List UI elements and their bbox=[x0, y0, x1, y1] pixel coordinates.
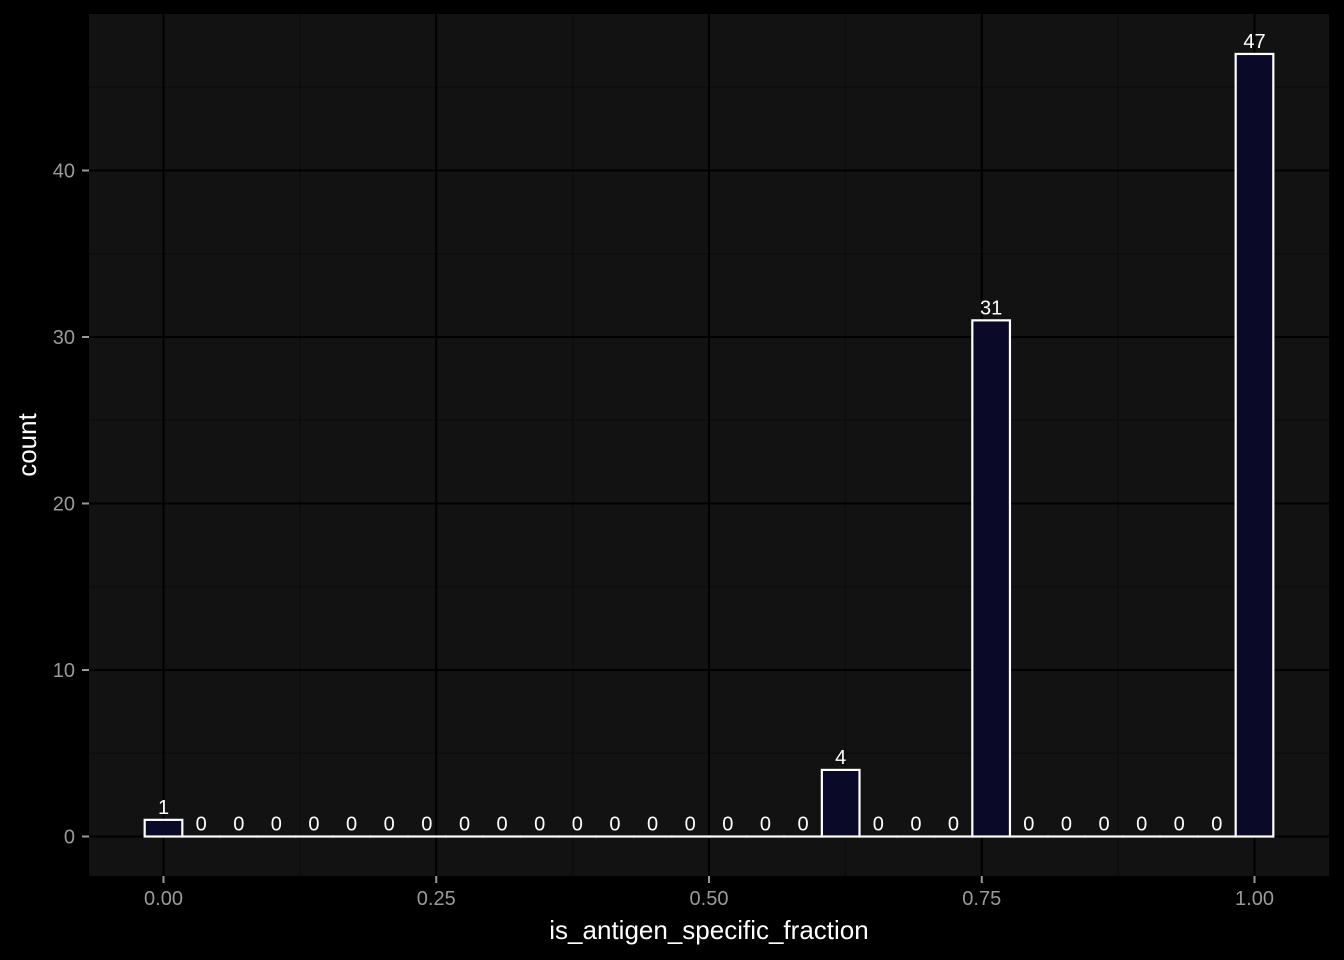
bar-count-label: 47 bbox=[1243, 31, 1265, 53]
bar-count-label: 0 bbox=[572, 814, 583, 836]
bar-count-label: 0 bbox=[1136, 814, 1147, 836]
bar-count-label: 0 bbox=[233, 814, 244, 836]
histogram-bar bbox=[1234, 52, 1275, 838]
bar-count-label: 0 bbox=[948, 814, 959, 836]
bar-count-label: 4 bbox=[835, 747, 846, 769]
y-tick-label: 20 bbox=[53, 494, 75, 516]
bar-labels-group: 1 0 0 0 0 0 0 0 0 0 0 0 0 0 0 0 0 0 4 0 0 0 31 0 0 0 0 0 0 47 bbox=[158, 31, 1266, 836]
bar-count-label: 0 bbox=[346, 814, 357, 836]
histogram-bar bbox=[971, 319, 1012, 838]
x-tick-label: 1.00 bbox=[1235, 888, 1274, 910]
bar-count-label: 0 bbox=[459, 814, 470, 836]
bar-count-label: 0 bbox=[496, 814, 507, 836]
bar-count-label: 0 bbox=[1098, 814, 1109, 836]
bar-count-label: 0 bbox=[760, 814, 771, 836]
bar-count-label: 0 bbox=[1061, 814, 1072, 836]
y-tick-label: 10 bbox=[53, 660, 75, 682]
histogram-bar bbox=[143, 818, 184, 838]
bar-count-label: 0 bbox=[421, 814, 432, 836]
x-tick-label: 0.25 bbox=[417, 888, 456, 910]
x-axis: 0.00 0.25 0.50 0.75 1.00 bbox=[144, 876, 1274, 910]
bar-count-label: 0 bbox=[196, 814, 207, 836]
bar-count-label: 0 bbox=[534, 814, 545, 836]
x-tick-label: 0.00 bbox=[144, 888, 183, 910]
y-tick-label: 0 bbox=[64, 827, 75, 849]
histogram-bar bbox=[820, 768, 861, 838]
bar-count-label: 1 bbox=[158, 797, 169, 819]
bar-count-label: 0 bbox=[1023, 814, 1034, 836]
bar-count-label: 0 bbox=[1211, 814, 1222, 836]
bar-count-label: 0 bbox=[722, 814, 733, 836]
bar-count-label: 0 bbox=[873, 814, 884, 836]
bar-count-label: 0 bbox=[271, 814, 282, 836]
y-axis-title: count bbox=[12, 412, 42, 476]
bar-count-label: 0 bbox=[384, 814, 395, 836]
bar-count-label: 0 bbox=[1174, 814, 1185, 836]
bar-count-label: 0 bbox=[910, 814, 921, 836]
x-axis-title: is_antigen_specific_fraction bbox=[549, 915, 868, 945]
bar-count-label: 31 bbox=[980, 297, 1002, 319]
x-tick-label: 0.50 bbox=[690, 888, 729, 910]
y-tick-label: 30 bbox=[53, 327, 75, 349]
x-tick-label: 0.75 bbox=[962, 888, 1001, 910]
bar-count-label: 0 bbox=[797, 814, 808, 836]
y-tick-label: 40 bbox=[53, 161, 75, 183]
bar-count-label: 0 bbox=[647, 814, 658, 836]
bars-group bbox=[143, 52, 1275, 838]
bar-count-label: 0 bbox=[609, 814, 620, 836]
bar-count-label: 0 bbox=[308, 814, 319, 836]
y-axis: 0 10 20 30 40 bbox=[53, 161, 89, 849]
bar-count-label: 0 bbox=[685, 814, 696, 836]
